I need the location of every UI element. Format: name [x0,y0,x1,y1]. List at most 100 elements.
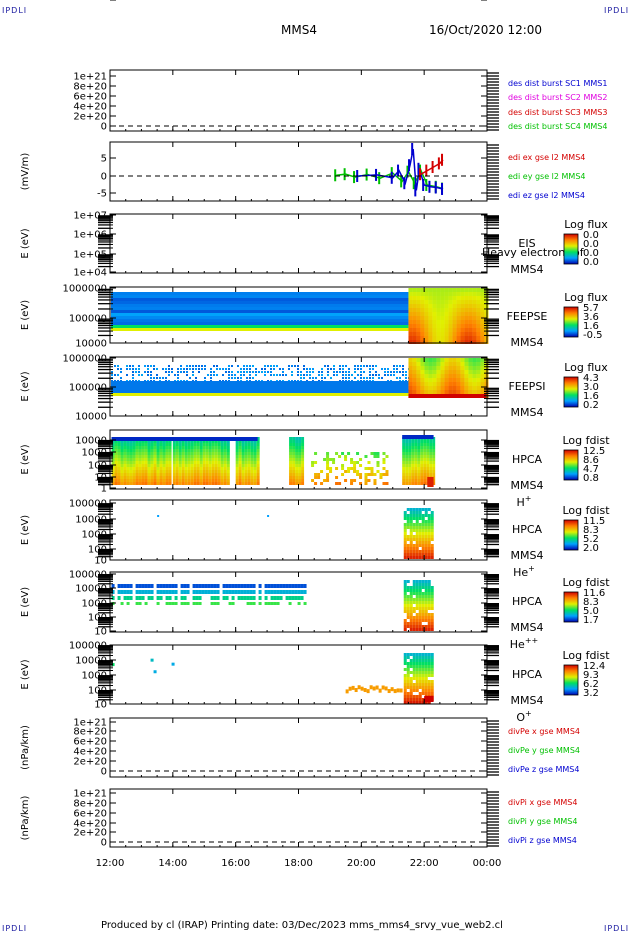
colorbar-tick-label: 0.0 [583,257,599,268]
colorbar-tick-label: -0.5 [583,330,603,341]
spectrogram-cell [409,523,413,526]
spectrogram-cell [114,479,118,482]
spectrogram-cell [196,440,200,443]
spectrogram-cell [150,658,154,662]
spectrogram-cell [241,443,245,446]
spectrogram-cell [460,328,465,332]
spectrogram-cell [366,377,368,379]
spectrogram-cell [111,467,115,470]
spectrogram-cell [249,377,251,379]
spectrogram-cell [406,674,410,677]
spectrogram-cell [273,584,277,588]
spectrogram-cell [195,365,197,367]
spectrogram-cell [172,443,176,446]
spectrogram-cell [381,368,383,370]
spectrogram-cell [211,443,215,446]
edi-data-point [434,181,437,194]
spectrogram-cell [208,479,212,482]
spectrogram-cell [132,458,136,461]
spectrogram-cell [468,374,473,378]
spectrogram-cell [411,452,415,455]
spectrogram-cell [423,452,427,455]
spectrogram-cell [432,470,436,473]
spectrogram-cell [333,368,335,370]
y-tick-label: 1e+21 [73,789,107,800]
spectrogram-cell [418,628,422,631]
spectrogram-cell [147,455,151,458]
spectrogram-cell [403,517,407,520]
spectrogram-cell [424,656,428,659]
spectrogram-cell [468,300,473,304]
spectrogram-cell [347,452,351,455]
spectrogram-cell [424,556,428,559]
spectrogram-cell [423,470,427,473]
spectrogram-cell [418,601,422,604]
spectrogram-cell [250,458,254,461]
spectrogram-cell [427,689,431,692]
spectrogram-cell [420,332,425,336]
spectrogram-cell [418,595,422,598]
spectrogram-cell [253,461,257,464]
spectrogram-cell [150,461,154,464]
spectrogram-cell [427,668,431,671]
spectrogram-cell [402,440,406,443]
legend-entry: divPe x gse MMS4 [508,727,580,736]
spectrogram-cell [153,470,157,473]
spectrogram-cell [418,607,422,610]
spectrogram-cell [452,304,457,308]
spectrogram-cell [406,668,410,671]
spectrogram-cell [412,312,417,316]
spectrogram-cell [220,443,224,446]
spectrogram-cell [448,324,453,328]
spectrogram-cell [165,464,169,467]
spectrogram-cell [144,455,148,458]
spectrogram-cell [201,365,203,367]
spectrogram-cell [480,288,485,292]
spectrogram-cell [420,304,425,308]
spectrogram-cell [205,467,209,470]
spectrogram-cell [403,674,407,677]
spectrogram-cell [415,671,419,674]
spectrogram-cell [421,701,425,704]
spectrogram-cell [464,296,469,300]
spectrogram-cell [126,473,130,476]
spectrogram-cell [135,479,139,482]
spectrogram-cell [214,470,218,473]
spectrogram-cell [360,374,362,376]
spectrogram-cell [126,464,130,467]
spectrogram-cell [345,371,347,373]
spectrogram-cell [211,476,215,479]
spectrogram-cell [427,538,431,541]
spectrogram-cell [426,446,430,449]
spectrogram-cell [427,692,431,695]
spectrogram-cell [150,479,154,482]
spectrogram-cell [250,449,254,452]
spectrogram-cell [427,589,431,592]
spectrogram-cell [415,695,419,698]
spectrogram-cell [217,461,221,464]
spectrogram-cell [289,449,293,452]
spectrogram-cell [150,596,154,600]
spectrogram-cell [178,470,182,473]
spectrogram-cell [420,320,425,324]
spectrogram-cell [150,371,152,373]
spectrogram-cell [418,695,422,698]
spectrogram-cell [111,295,409,298]
spectrogram-cell [111,449,115,452]
spectrogram-cell [468,332,473,336]
spectrogram-cell [452,332,457,336]
spectrogram-cell [111,584,115,588]
spectrogram-cell [412,668,416,671]
spectrogram-cell [408,382,413,386]
spectrogram-cell [427,556,431,559]
spectrogram-cell [138,446,142,449]
spectrogram-cell [135,371,137,373]
spectrogram-cell [415,508,419,511]
spectrogram-cell [114,464,118,467]
spectrogram-cell [174,602,178,605]
spectrogram-cell [430,674,434,677]
spectrogram-cell [153,476,157,479]
spectrogram-cell [162,479,166,482]
spectrogram-cell [444,292,449,296]
spectrogram-cell [456,378,461,382]
